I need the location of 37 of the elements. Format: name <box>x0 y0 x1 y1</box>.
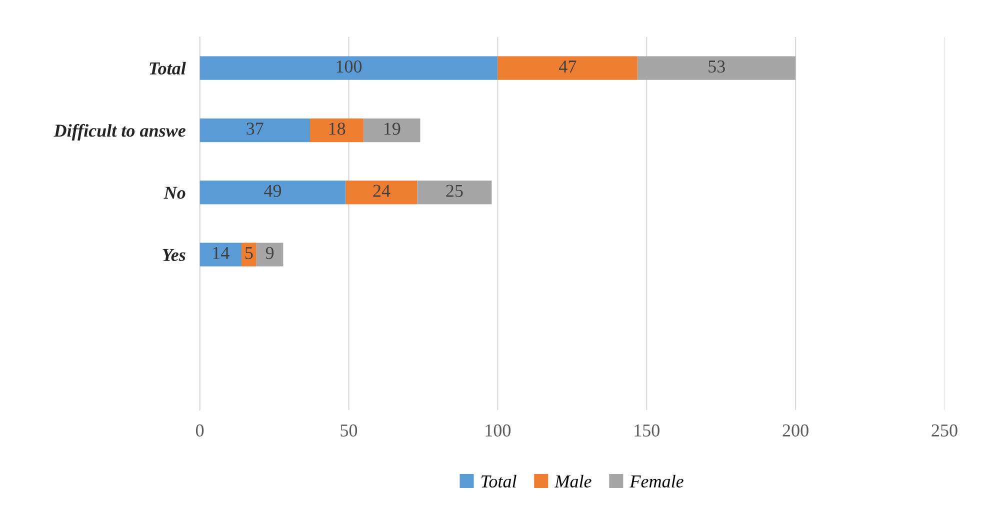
bar <box>256 242 284 266</box>
bar <box>310 118 364 142</box>
bar <box>200 180 346 204</box>
y-tick-label: No <box>164 186 186 199</box>
y-tick-label: Total <box>150 62 186 75</box>
bar <box>364 118 420 142</box>
x-tick-label: 100 <box>486 424 511 437</box>
x-tick-label: 50 <box>340 424 358 437</box>
data-label: 25 <box>446 184 463 197</box>
legend-label: Male <box>554 474 592 488</box>
data-label: 19 <box>384 122 400 135</box>
data-label: 37 <box>246 122 264 135</box>
bar <box>638 56 796 80</box>
data-label: 100 <box>336 60 362 73</box>
y-tick-label: Yes <box>162 249 186 262</box>
y-tick-label: Difficult to answe <box>54 124 186 140</box>
x-tick-label: 0 <box>196 424 204 437</box>
x-tick-label: 250 <box>932 424 958 437</box>
data-label: 5 <box>245 247 253 260</box>
data-label: 14 <box>213 247 230 259</box>
bar <box>200 242 242 266</box>
data-label: 53 <box>708 60 725 73</box>
data-label: 9 <box>266 246 274 260</box>
data-label: 49 <box>264 184 282 197</box>
x-tick-label: 200 <box>782 424 808 437</box>
data-label: 18 <box>329 122 346 135</box>
bar <box>200 56 498 80</box>
bar <box>241 242 256 266</box>
x-tick-label: 150 <box>634 424 660 437</box>
legend-label: Female <box>630 474 684 488</box>
data-label: 47 <box>558 60 576 72</box>
bar <box>417 180 492 204</box>
bar <box>200 118 310 142</box>
data-label: 24 <box>373 184 390 197</box>
legend-label: Total <box>481 474 516 488</box>
bar <box>346 180 418 204</box>
bar <box>498 56 638 80</box>
